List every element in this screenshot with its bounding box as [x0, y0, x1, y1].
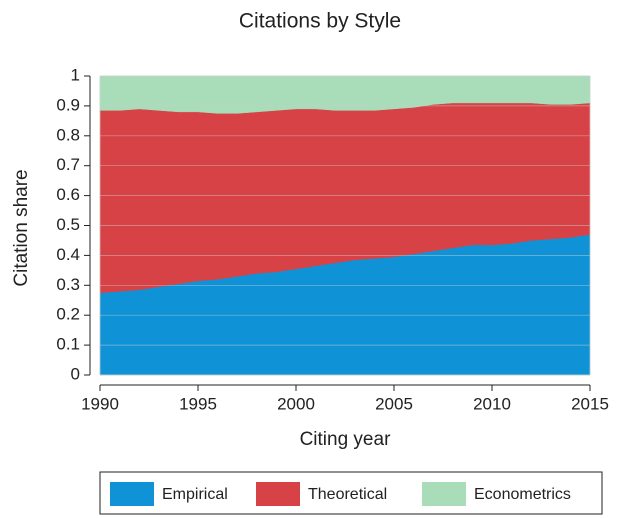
x-tick-label: 2015 [571, 394, 609, 413]
legend-label: Theoretical [308, 486, 387, 503]
y-tick-label: 0.5 [56, 215, 80, 234]
y-tick-label: 0.9 [56, 95, 80, 114]
y-tick-label: 0.2 [56, 305, 80, 324]
legend-swatch [422, 482, 466, 506]
x-tick-label: 1995 [179, 394, 217, 413]
y-tick-label: 0.7 [56, 155, 80, 174]
legend-label: Econometrics [474, 486, 571, 503]
x-tick-label: 2010 [473, 394, 511, 413]
x-axis-title: Citing year [300, 429, 391, 450]
y-tick-label: 0.8 [56, 125, 80, 144]
y-tick-label: 0.1 [56, 335, 80, 354]
legend-box [99, 471, 603, 515]
y-axis-title: Citation share [11, 169, 32, 286]
x-tick-label: 2005 [375, 394, 413, 413]
x-tick-label: 2000 [277, 394, 315, 413]
chart-title: Citations by Style [239, 10, 401, 33]
y-tick-label: 0.4 [56, 245, 80, 264]
legend-swatch [256, 482, 300, 506]
y-tick-label: 1 [71, 65, 80, 84]
y-tick-label: 0.6 [56, 185, 80, 204]
y-tick-label: 0.3 [56, 275, 80, 294]
legend-swatch [110, 482, 154, 506]
plot-frame [99, 75, 591, 376]
y-tick-label: 0 [71, 364, 80, 383]
x-tick-label: 1990 [81, 394, 119, 413]
legend-label: Empirical [162, 486, 228, 503]
